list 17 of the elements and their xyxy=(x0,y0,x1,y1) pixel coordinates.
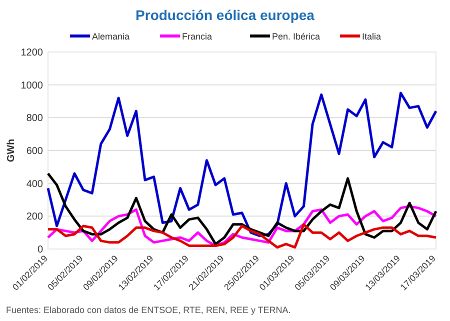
line-series xyxy=(46,223,438,249)
legend-label: Italia xyxy=(362,32,382,42)
chart-title: Producción eólica europea xyxy=(136,7,315,23)
y-tick-label: 800 xyxy=(26,113,44,124)
legend-label: Alemania xyxy=(92,32,130,42)
y-tick-label: 0 xyxy=(37,244,44,256)
y-tick-label: 200 xyxy=(26,212,44,223)
line-series xyxy=(46,172,438,246)
legend-label: Pen. Ibérica xyxy=(272,32,320,42)
line-series xyxy=(46,92,438,238)
y-tick-label: 600 xyxy=(26,146,44,157)
y-tick-label: 400 xyxy=(26,178,44,190)
y-tick-label: 1000 xyxy=(20,80,44,92)
source-note: Fuentes: Elaborado con datos de ENTSOE, RTE, REN, REE y TERNA. xyxy=(6,305,291,315)
legend-label: Francia xyxy=(182,32,212,42)
y-tick-label: 1200 xyxy=(20,48,44,58)
y-axis-title: GWh xyxy=(6,138,17,162)
